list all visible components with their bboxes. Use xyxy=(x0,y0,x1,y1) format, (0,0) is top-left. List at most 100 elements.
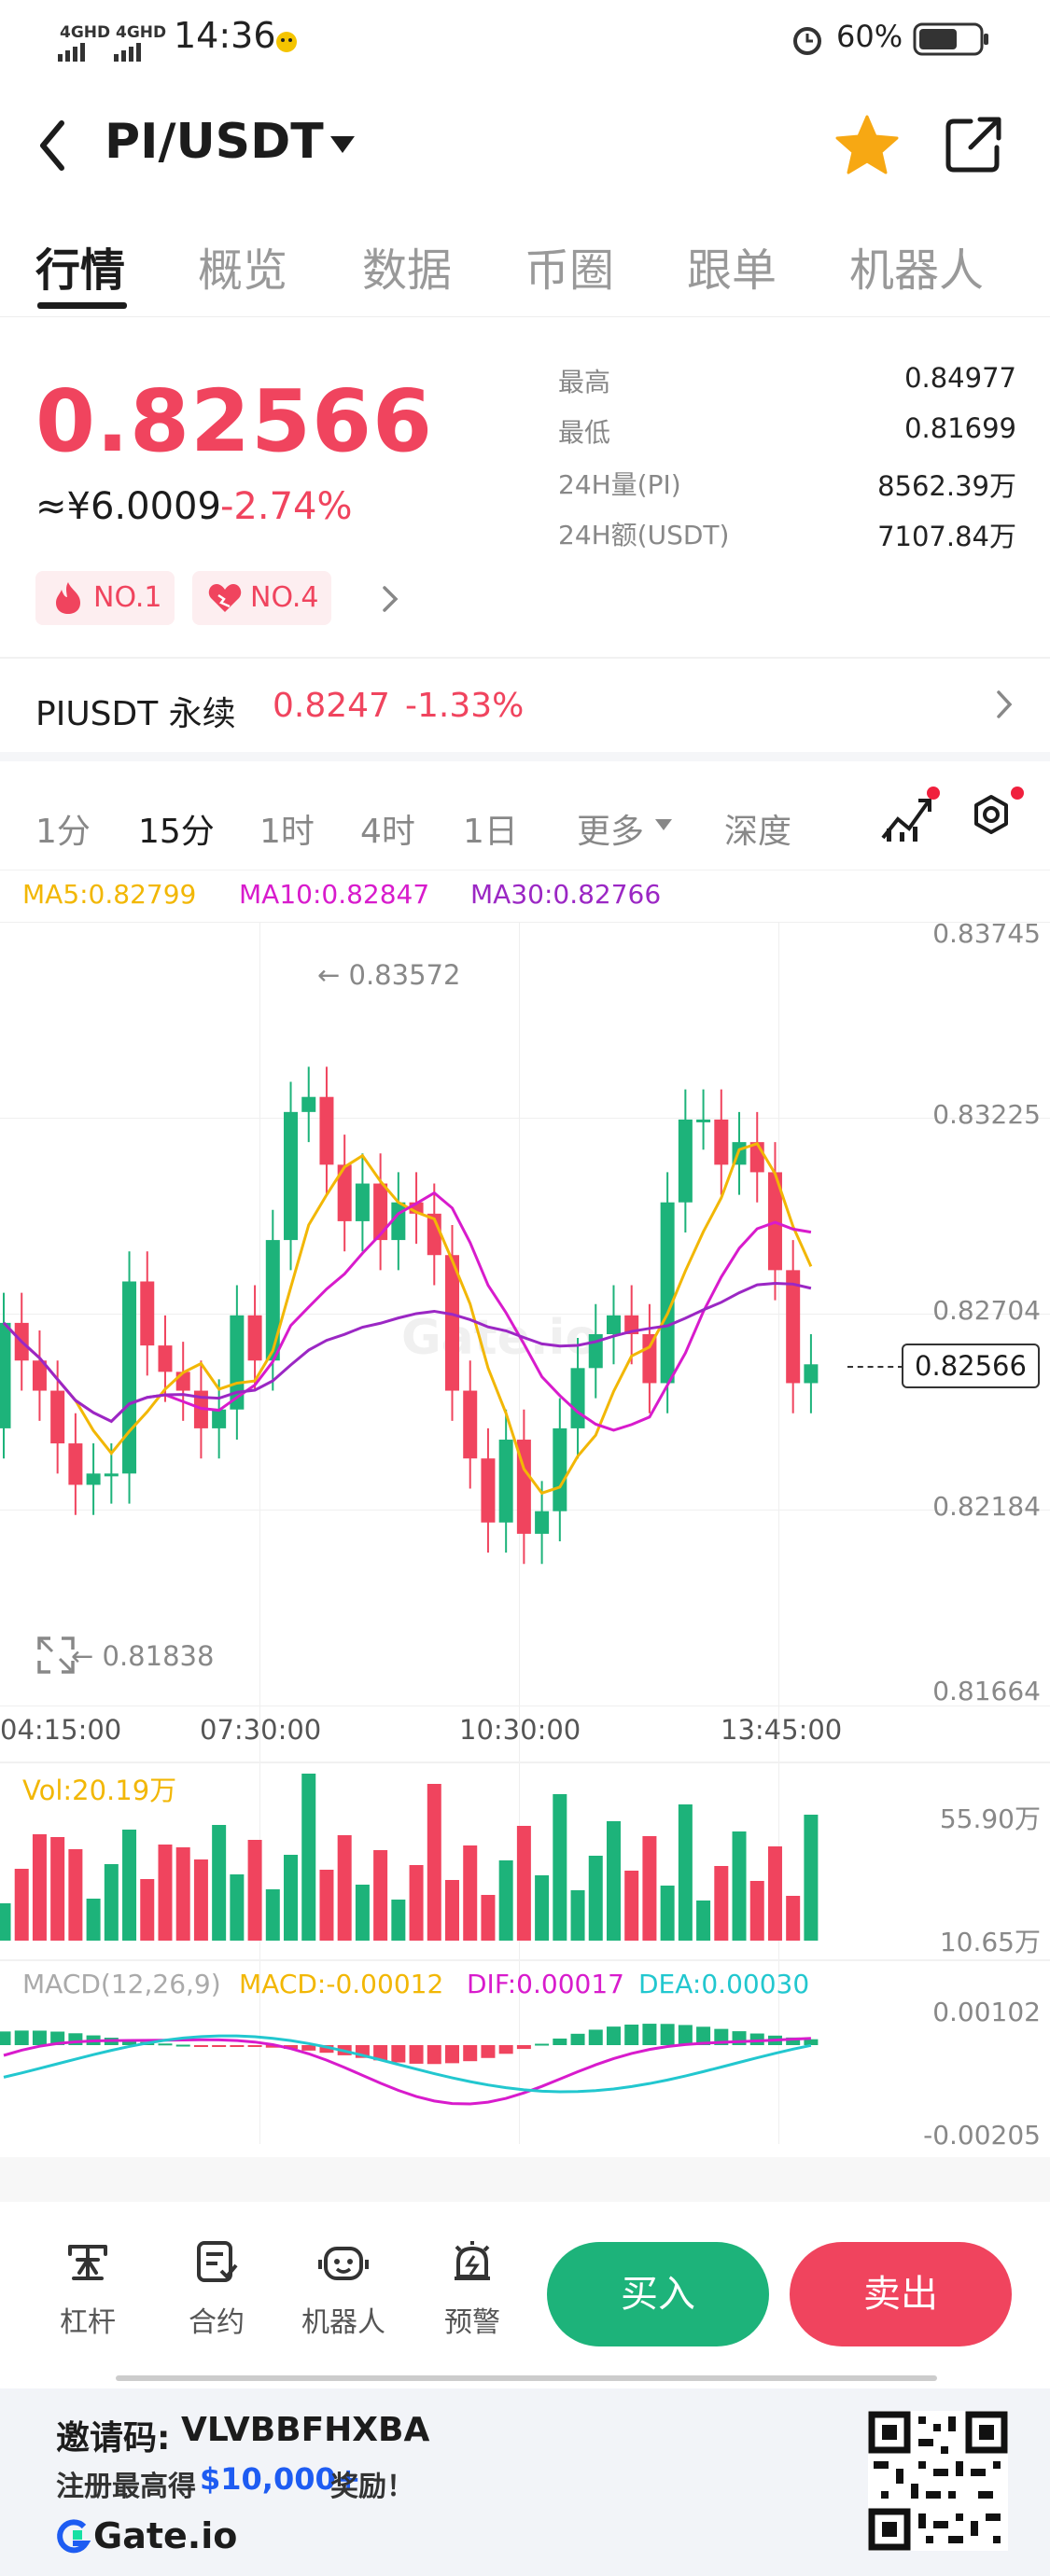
macd-bar xyxy=(624,2024,639,2045)
stat-label-amount: 24H额(USDT) xyxy=(558,520,730,550)
volume-bar xyxy=(32,1834,47,1941)
timeframe-1d[interactable]: 1日 xyxy=(463,813,518,851)
candle-body xyxy=(606,1315,621,1334)
favorite-star-icon[interactable] xyxy=(834,114,900,175)
active-tab-indicator xyxy=(37,302,127,309)
timeframe-1m[interactable]: 1分 xyxy=(35,813,91,851)
timeframe-15m[interactable]: 15分 xyxy=(138,813,215,851)
dif-value: DIF:0.00017 xyxy=(467,1969,624,1999)
pair-title[interactable]: PI/USDT xyxy=(105,114,324,170)
candle-body xyxy=(0,1322,11,1428)
macd-bar xyxy=(463,2045,478,2062)
section-gap xyxy=(0,752,1050,761)
volume-bar xyxy=(749,1881,764,1941)
macd-bar xyxy=(553,2038,567,2045)
tab-data[interactable]: 数据 xyxy=(362,244,453,297)
candle-body xyxy=(247,1315,262,1361)
divider xyxy=(0,1959,1050,1961)
candle-body xyxy=(373,1183,388,1241)
tab-community[interactable]: 币圈 xyxy=(525,244,615,297)
low-price-marker: ← 0.81838 xyxy=(71,1640,215,1672)
current-price-tag: 0.82566 xyxy=(902,1344,1040,1388)
stat-value-low: 0.81699 xyxy=(904,412,1016,444)
candle-body xyxy=(535,1511,550,1534)
signal-icon xyxy=(58,43,141,62)
tab-robot[interactable]: 机器人 xyxy=(849,244,985,297)
volume-bar xyxy=(516,1826,531,1941)
macd-bar xyxy=(265,2045,280,2048)
network-label-2: 4GHD xyxy=(116,23,167,42)
macd-bar xyxy=(50,2031,65,2045)
timeframe-depth[interactable]: 深度 xyxy=(724,813,792,851)
volume-bar xyxy=(247,1840,262,1941)
buy-button[interactable]: 买入 xyxy=(547,2242,769,2346)
leverage-button[interactable]: 杠杆 xyxy=(32,2239,144,2340)
candle-body xyxy=(337,1164,352,1221)
sell-button[interactable]: 卖出 xyxy=(790,2242,1012,2346)
alert-icon xyxy=(455,2241,490,2280)
volume-bar xyxy=(570,1890,585,1941)
x-axis-label: 04:15:00 xyxy=(0,1714,122,1746)
tab-market[interactable]: 行情 xyxy=(35,244,126,297)
volume-bar xyxy=(445,1880,459,1941)
volume-bar xyxy=(104,1864,119,1941)
candlestick-chart[interactable] xyxy=(0,922,896,1706)
macd-bar xyxy=(319,2045,334,2054)
timeframe-4h[interactable]: 4时 xyxy=(360,813,415,851)
main-tabs: 行情 概览 数据 币圈 跟单 机器人 xyxy=(0,224,1050,317)
tab-overview[interactable]: 概览 xyxy=(198,244,288,297)
promo-banner: 邀请码: VLVBBFHXBA 注册最高得 $10,000+ 奖励！ Gate.… xyxy=(0,2388,1050,2576)
contract-label: 合约 xyxy=(189,2306,245,2339)
macd-bar xyxy=(247,2045,262,2047)
timeframe-more[interactable]: 更多 xyxy=(577,813,645,851)
favorite-rank-badge[interactable]: NO.4 xyxy=(192,571,332,625)
macd-bottom-label: -0.00205 xyxy=(923,2120,1041,2151)
perpetual-name: PIUSDT 永续 xyxy=(35,695,236,733)
flame-icon xyxy=(56,582,80,614)
settings-gear-icon[interactable] xyxy=(961,786,1027,851)
robot-button[interactable]: 机器人 xyxy=(287,2239,399,2340)
volume-bar xyxy=(588,1856,603,1941)
contract-button[interactable]: 合约 xyxy=(161,2239,273,2340)
volume-bar xyxy=(481,1895,496,1941)
alert-button[interactable]: 预警 xyxy=(416,2239,528,2340)
candle-body xyxy=(230,1315,245,1410)
caret-down-icon xyxy=(655,819,672,830)
y-axis-label: 0.83225 xyxy=(932,1099,1041,1130)
bottom-action-bar: 杠杆 合约 机器人 预警 买入 卖出 xyxy=(0,2202,1050,2388)
volume-bar xyxy=(606,1821,621,1941)
timeframe-1h[interactable]: 1时 xyxy=(259,813,315,851)
macd-bar xyxy=(660,2024,675,2045)
tab-copy-trade[interactable]: 跟单 xyxy=(687,244,777,297)
indicator-selector-strip[interactable] xyxy=(0,2157,1050,2202)
y-axis-label: 0.83745 xyxy=(932,918,1041,949)
macd-params: MACD(12,26,9) xyxy=(22,1969,221,1999)
caret-down-icon[interactable] xyxy=(329,134,357,157)
candle-body xyxy=(660,1202,675,1384)
macd-bar xyxy=(481,2045,496,2058)
chevron-right-icon[interactable] xyxy=(381,584,401,614)
candle-body xyxy=(284,1111,299,1241)
macd-bar xyxy=(427,2045,441,2065)
gate-logo-icon xyxy=(57,2519,91,2554)
expand-fullscreen-icon[interactable] xyxy=(35,1635,77,1676)
perpetual-row[interactable]: PIUSDT 永续 0.8247 -1.33% xyxy=(0,659,1050,752)
indicator-chart-icon[interactable] xyxy=(877,786,943,851)
volume-bar xyxy=(284,1855,299,1941)
robot-icon xyxy=(318,2247,369,2280)
macd-bar xyxy=(498,2045,513,2054)
macd-value: MACD:-0.00012 xyxy=(239,1969,444,1999)
hot-rank-badge[interactable]: NO.1 xyxy=(35,571,175,625)
volume-bar xyxy=(86,1899,101,1941)
macd-bar xyxy=(804,2039,819,2045)
candle-body xyxy=(319,1096,334,1165)
dea-line xyxy=(3,2034,812,2094)
share-icon[interactable] xyxy=(943,114,1004,175)
scroll-indicator xyxy=(116,2375,937,2381)
back-arrow-icon[interactable] xyxy=(34,118,71,174)
stat-label-low: 最低 xyxy=(558,417,611,448)
volume-bar xyxy=(122,1830,137,1941)
candle-body xyxy=(122,1281,137,1474)
candle-body xyxy=(445,1255,459,1391)
reward-prefix: 注册最高得 xyxy=(56,2471,196,2503)
